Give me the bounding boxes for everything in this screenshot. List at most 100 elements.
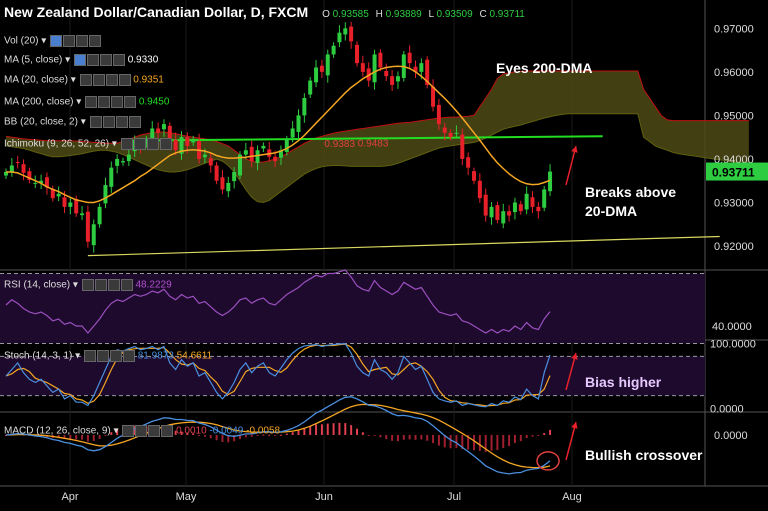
macd-hist-bar xyxy=(81,434,84,440)
stoch-k-value: 81.9873 xyxy=(137,350,174,362)
macd-hist-bar xyxy=(379,434,382,438)
price-tick-label: 0.97000 xyxy=(714,23,754,35)
candle xyxy=(319,65,324,72)
macd-hist-bar xyxy=(104,434,107,436)
macd-hist-bar xyxy=(391,434,394,441)
legend-stoch[interactable]: Stoch (14, 3, 1) ▾ 81.9873 54.6611 xyxy=(4,350,213,362)
rsi-value: 48.2229 xyxy=(135,279,172,291)
macd-hist-bar xyxy=(467,434,470,450)
macd-hist-bar xyxy=(209,434,212,439)
macd-hist-bar xyxy=(239,434,241,440)
annotation-arrows xyxy=(565,145,578,461)
macd-hist-bar xyxy=(420,434,423,440)
macd-tick-label: 0.0000 xyxy=(714,430,748,442)
macd-hist-bar xyxy=(215,434,218,441)
candle xyxy=(91,224,96,246)
red-arrow-head xyxy=(571,146,578,153)
stoch-d-value: 54.6611 xyxy=(176,350,213,362)
candle xyxy=(384,70,389,77)
time-tick-label: Jul xyxy=(447,491,461,503)
macd-hist-bar xyxy=(233,434,236,442)
candle xyxy=(62,197,67,207)
macd-hist-bar xyxy=(373,434,376,436)
macd-hist-bar xyxy=(57,434,60,439)
macd-hist-bar xyxy=(455,434,458,448)
macd-hist-bar xyxy=(549,429,552,435)
macd-hist-bar xyxy=(443,434,446,448)
macd-hist-bar xyxy=(338,422,341,435)
candle xyxy=(255,150,260,163)
legend-rsi[interactable]: RSI (14, close) ▾ 48.2229 xyxy=(4,279,172,291)
macd-hist-bar xyxy=(461,434,464,449)
macd-line-value: -0.0049 xyxy=(209,425,244,437)
candle xyxy=(27,171,32,180)
candle xyxy=(530,197,535,207)
candle xyxy=(232,172,237,182)
candle xyxy=(4,172,8,176)
macd-hist-bar xyxy=(274,434,277,436)
candle xyxy=(121,161,125,163)
macd-hist-bar xyxy=(268,434,271,436)
ohlc-readout: O 0.93585 H 0.93889 L 0.93509 C 0.93711 xyxy=(322,9,525,20)
legend-vol[interactable]: Vol (20) ▾ xyxy=(4,35,102,47)
ma200-value: 0.9450 xyxy=(138,96,170,108)
candle xyxy=(431,86,436,107)
macd-hist-bar xyxy=(309,426,312,435)
candle xyxy=(243,150,248,155)
macd-hist-bar xyxy=(198,434,201,436)
legend-bb[interactable]: BB (20, close, 2) ▾ xyxy=(4,116,141,128)
macd-hist-bar xyxy=(174,430,177,435)
macd-hist-bar xyxy=(63,434,66,440)
candle xyxy=(173,139,178,151)
legend-ma20[interactable]: MA (20, close) ▾ 0.9351 xyxy=(4,74,164,86)
candle xyxy=(477,180,482,199)
time-tick-label: Apr xyxy=(61,491,78,503)
candle xyxy=(44,177,49,188)
legend-ma5[interactable]: MA (5, close) ▾ 0.9330 xyxy=(4,54,159,66)
macd-hist-bar xyxy=(326,423,329,435)
candle xyxy=(161,124,166,130)
macd-hist-bar xyxy=(449,434,452,449)
annotation-breaks-above: Breaks above xyxy=(585,184,677,200)
red-arrow xyxy=(565,352,577,391)
ichimoku-value-2: 0.9483 xyxy=(357,138,389,150)
macd-hist-bar xyxy=(86,434,89,442)
macd-hist-bar xyxy=(396,434,399,442)
candle xyxy=(290,128,295,138)
macd-hist-bar xyxy=(116,429,119,435)
stoch-tick-label: 100.0000 xyxy=(710,338,756,350)
rsi-tick-label: 40.0000 xyxy=(712,321,752,333)
macd-hist-bar xyxy=(350,425,353,435)
candle xyxy=(419,63,424,72)
price-tick-label: 0.93000 xyxy=(714,198,754,210)
macd-hist-bar xyxy=(502,434,505,448)
legend-macd[interactable]: MACD (12, 26, close, 9) ▾ 0.0010 -0.0049… xyxy=(4,425,281,437)
candle xyxy=(395,76,400,82)
macd-hist-bar xyxy=(496,434,499,451)
candle xyxy=(185,137,190,146)
candle xyxy=(74,199,79,214)
price-axis: 0.970000.960000.950000.940000.930000.920… xyxy=(706,23,768,442)
annotation-eyes-200dma: Eyes 200-DMA xyxy=(496,60,593,76)
macd-hist-bar xyxy=(490,434,493,451)
candle xyxy=(80,213,85,216)
candle xyxy=(167,125,172,142)
price-tick-label: 0.96000 xyxy=(714,67,754,79)
candle xyxy=(50,189,55,199)
candle xyxy=(413,66,418,72)
legend-ichimoku[interactable]: Ichimoku (9, 26, 52, 26) ▾ 0.9383 0.9483 xyxy=(4,138,389,150)
candle xyxy=(191,139,196,143)
legend-ma200[interactable]: MA (200, close) ▾ 0.9450 xyxy=(4,96,170,108)
candle xyxy=(548,171,553,192)
macd-signal-value: -0.0058 xyxy=(246,425,281,437)
macd-hist-bar xyxy=(133,425,136,435)
candle xyxy=(483,194,488,216)
candle xyxy=(150,128,155,143)
candle xyxy=(390,76,395,85)
macd-hist-bar xyxy=(75,434,78,440)
macd-hist-bar xyxy=(297,430,300,435)
candle xyxy=(249,146,254,162)
candle xyxy=(261,145,266,149)
stoch-band xyxy=(0,356,705,396)
candle xyxy=(425,59,430,85)
